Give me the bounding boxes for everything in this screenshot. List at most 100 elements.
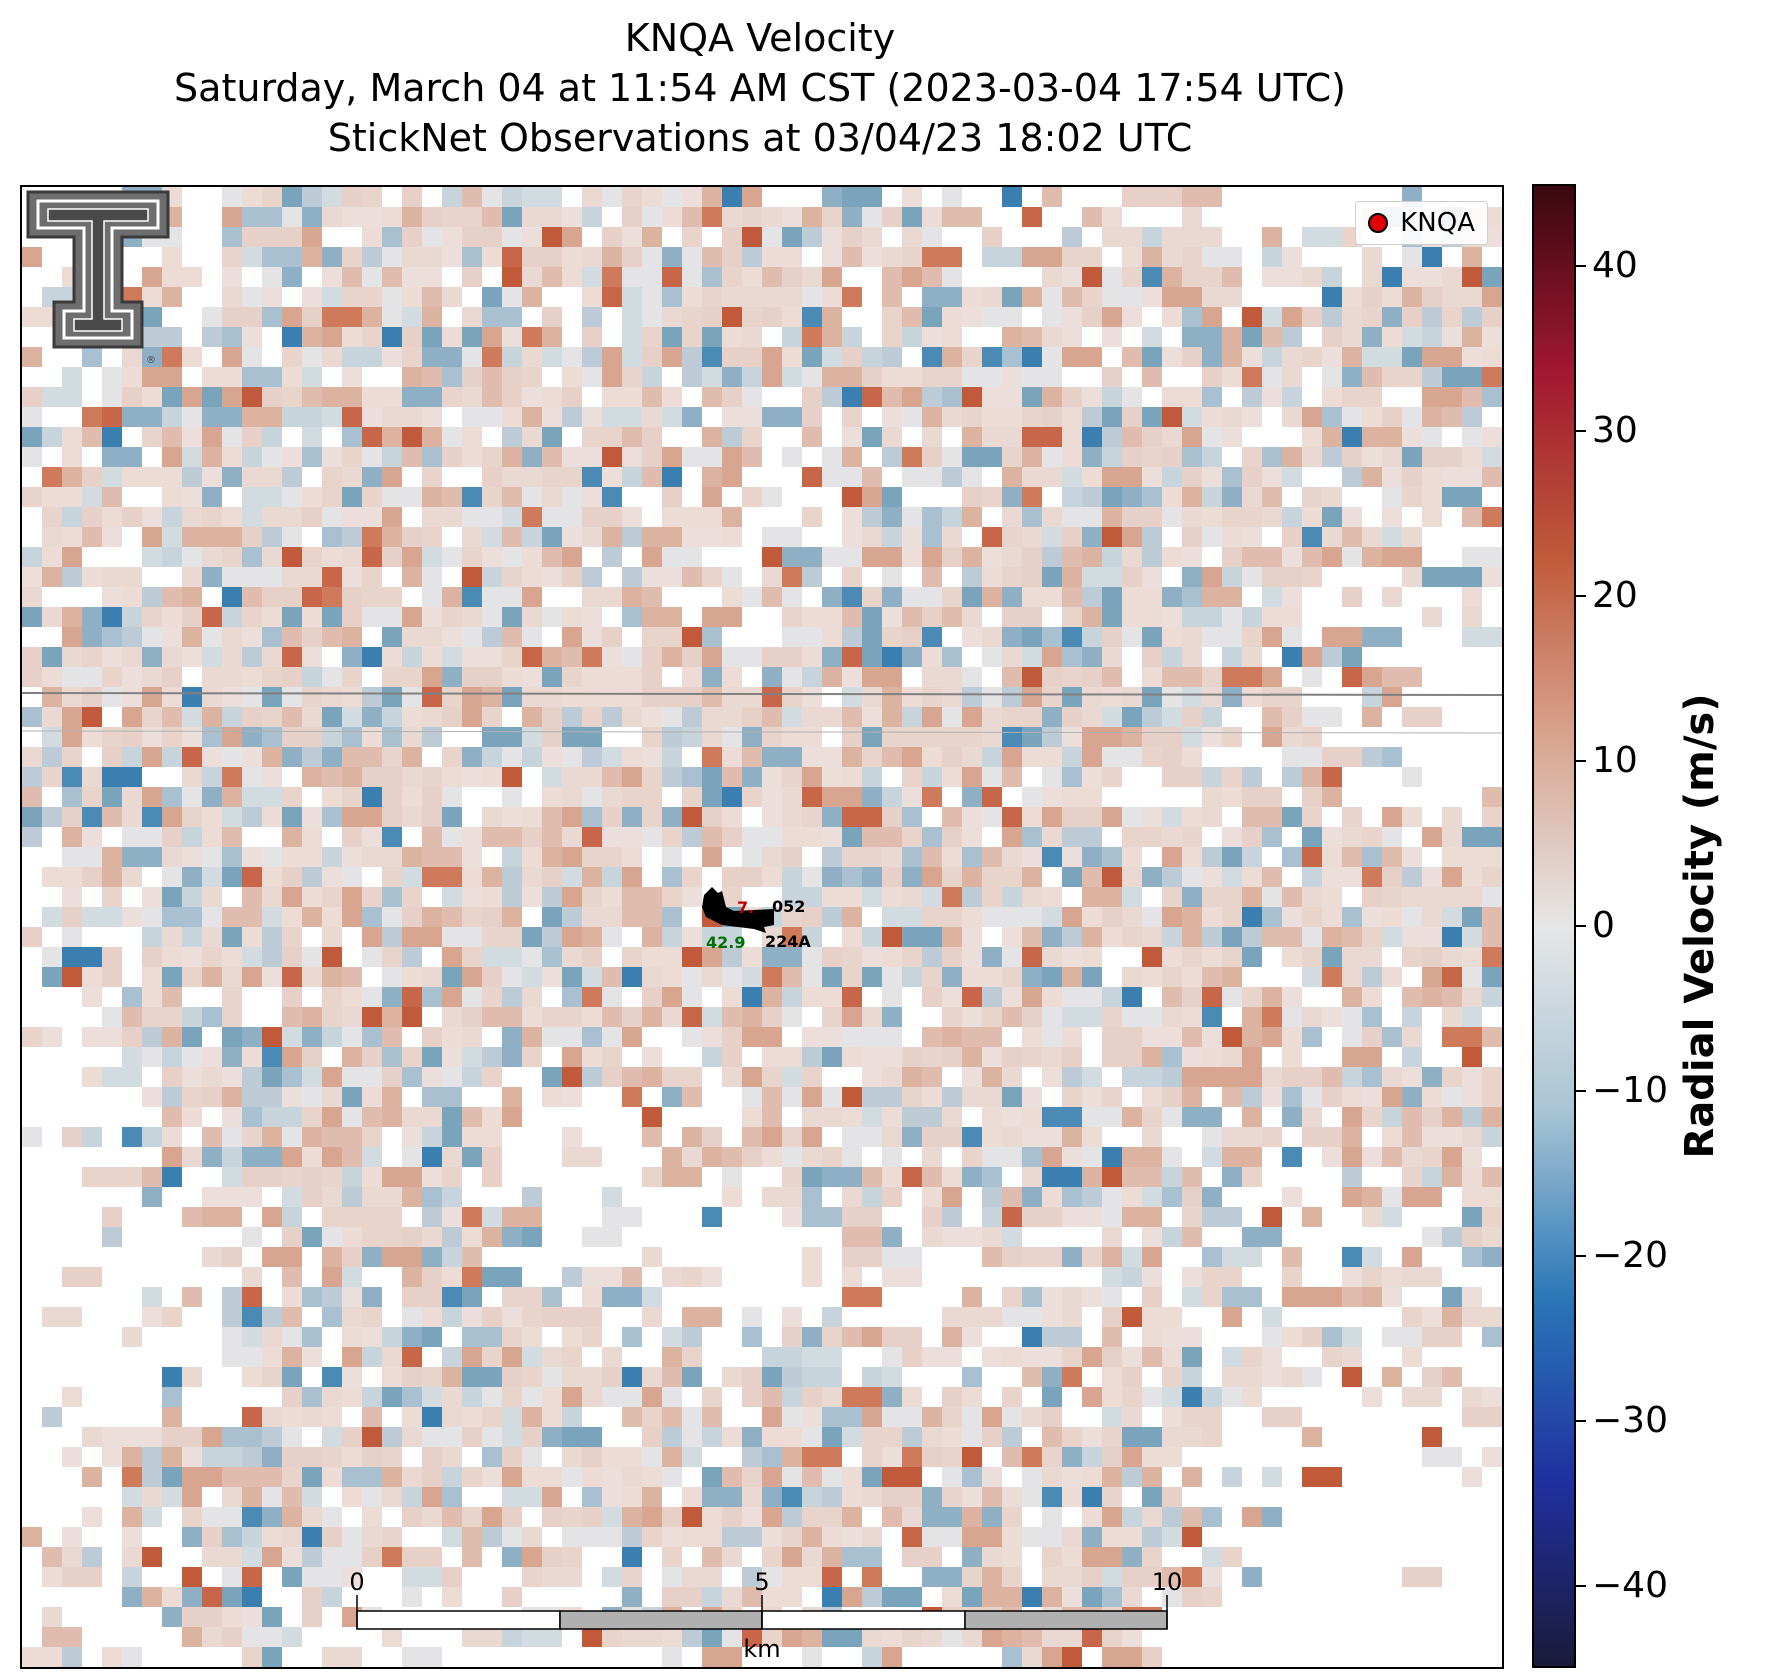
velocity-bin — [62, 727, 82, 747]
velocity-bin — [722, 567, 742, 587]
velocity-bin — [1022, 567, 1042, 587]
velocity-bin — [1482, 327, 1502, 347]
velocity-bin — [382, 307, 402, 327]
velocity-bin — [1362, 347, 1402, 367]
velocity-bin — [542, 327, 562, 347]
velocity-bin — [1202, 587, 1242, 607]
velocity-bin — [1322, 307, 1342, 327]
velocity-bin — [242, 207, 262, 227]
velocity-bin — [1142, 527, 1162, 547]
velocity-bin — [1222, 667, 1262, 687]
velocity-bin — [722, 227, 742, 247]
velocity-bin — [842, 447, 862, 467]
velocity-bin — [1042, 667, 1062, 687]
velocity-bin — [1042, 507, 1062, 527]
velocity-bin — [202, 667, 242, 687]
velocity-bin — [1002, 667, 1022, 687]
velocity-bin — [562, 387, 582, 407]
velocity-bin — [942, 207, 982, 227]
velocity-bin — [882, 527, 902, 547]
velocity-bin — [522, 587, 542, 607]
velocity-bin — [82, 647, 102, 667]
velocity-bin — [602, 507, 622, 527]
velocity-bin — [1022, 207, 1042, 227]
velocity-bin — [1422, 467, 1442, 487]
velocity-bin — [1102, 667, 1122, 687]
velocity-bin — [262, 187, 282, 207]
velocity-bin — [1142, 647, 1162, 667]
velocity-bin — [462, 387, 482, 407]
velocity-bin — [362, 727, 382, 747]
velocity-bin — [502, 327, 522, 347]
velocity-bin — [862, 347, 882, 367]
velocity-bin — [802, 627, 822, 647]
velocity-bin — [642, 407, 662, 427]
velocity-bin — [1262, 667, 1282, 687]
velocity-bin — [1022, 467, 1042, 487]
velocity-bin — [1162, 587, 1182, 607]
velocity-bin — [382, 627, 402, 647]
velocity-bin — [1342, 287, 1362, 307]
velocity-bin — [1422, 327, 1442, 347]
velocity-bin — [122, 687, 142, 707]
velocity-bin — [1362, 327, 1382, 347]
colorbar-tick — [1576, 925, 1586, 927]
velocity-bin — [962, 567, 982, 587]
velocity-bin — [242, 527, 262, 547]
velocity-bin — [1122, 247, 1142, 267]
velocity-bin — [602, 367, 622, 387]
velocity-bin — [382, 687, 402, 707]
velocity-bin — [882, 487, 902, 507]
velocity-bin — [322, 707, 342, 727]
velocity-bin — [42, 427, 62, 447]
velocity-bin — [1102, 687, 1122, 707]
velocity-bin — [1262, 627, 1282, 647]
velocity-bin — [322, 447, 342, 467]
velocity-bin — [862, 227, 882, 247]
velocity-bin — [262, 527, 282, 547]
velocity-bin — [902, 187, 922, 207]
velocity-bin — [1342, 647, 1362, 667]
velocity-bin — [1262, 227, 1282, 247]
velocity-bin — [922, 627, 942, 647]
velocity-bin — [682, 707, 702, 727]
velocity-bin — [922, 327, 942, 347]
velocity-bin — [1062, 307, 1082, 327]
velocity-bin — [262, 667, 282, 687]
velocity-bin — [1122, 467, 1142, 487]
velocity-bin — [1142, 407, 1162, 427]
velocity-bin — [702, 267, 722, 287]
velocity-bin — [922, 547, 942, 567]
velocity-bin — [982, 427, 1002, 447]
velocity-bin — [1182, 347, 1202, 367]
velocity-bin — [1022, 287, 1042, 307]
velocity-bin — [1462, 547, 1502, 567]
velocity-bin — [1182, 327, 1222, 347]
velocity-bin — [882, 687, 902, 707]
velocity-bin — [122, 347, 142, 367]
velocity-bin — [1202, 627, 1222, 647]
velocity-bin — [162, 447, 182, 467]
velocity-bin — [242, 367, 282, 387]
velocity-bin — [1222, 527, 1242, 547]
velocity-bin — [1202, 287, 1242, 307]
velocity-bin — [462, 667, 502, 687]
velocity-bin — [342, 647, 362, 667]
velocity-bin — [1402, 407, 1422, 427]
velocity-bin — [162, 707, 182, 727]
velocity-bin — [262, 287, 282, 307]
velocity-bin — [222, 227, 242, 247]
velocity-bin — [1082, 287, 1102, 307]
velocity-bin — [342, 347, 382, 367]
velocity-bin — [642, 567, 682, 587]
velocity-bin — [882, 207, 902, 227]
velocity-bin — [1062, 267, 1082, 287]
velocity-bin — [562, 607, 582, 627]
velocity-bin — [1362, 387, 1382, 407]
velocity-bin — [982, 247, 1022, 267]
radar-map[interactable]: ® 7. 052 42.9 224A KNQA 0 5 10 km — [20, 185, 1504, 1669]
velocity-bin — [1342, 527, 1362, 547]
velocity-bin — [982, 407, 1022, 427]
velocity-bin — [302, 387, 322, 407]
velocity-bin — [1102, 367, 1122, 387]
